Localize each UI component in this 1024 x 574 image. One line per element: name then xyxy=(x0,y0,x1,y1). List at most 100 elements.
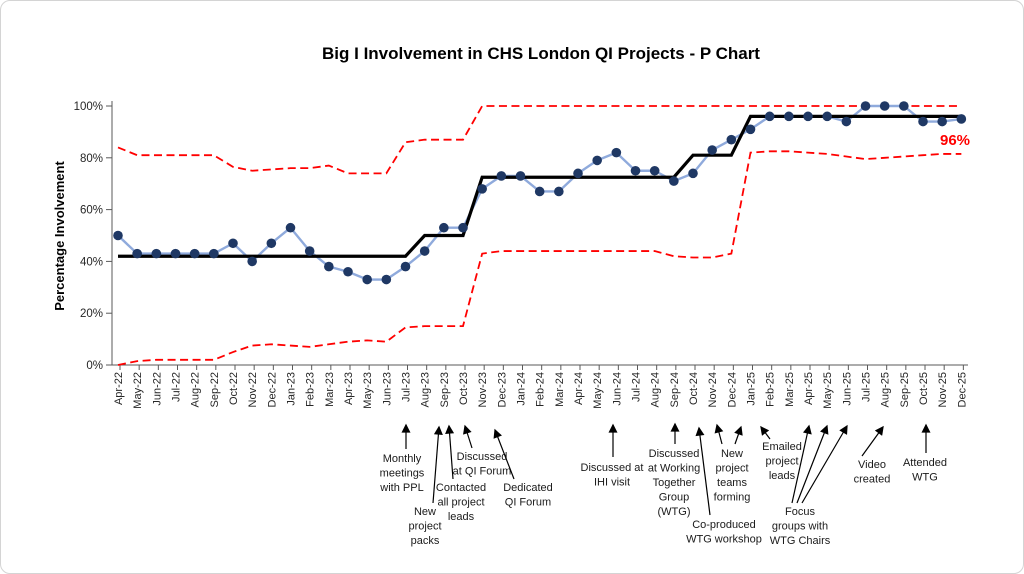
upper-control-limit-line xyxy=(117,105,962,175)
annotation-monthly-meetings-ppl: Monthly meetings with PPL xyxy=(379,423,425,494)
x-tick-label: Apr-25 xyxy=(803,372,815,405)
annotation-text: Discussed at Working Together Group (WTG) xyxy=(648,448,700,518)
data-point xyxy=(879,101,890,111)
data-point xyxy=(381,274,392,285)
data-point xyxy=(132,248,142,259)
x-tick-label: Feb-25 xyxy=(765,372,777,407)
x-tick-label: Jul-23 xyxy=(401,372,413,402)
data-point xyxy=(477,184,487,194)
x-tick-label: Oct-23 xyxy=(458,372,470,405)
annotation-focus-groups-wtg-chairs: Focus groups with WTG Chairs xyxy=(770,424,848,547)
data-point xyxy=(764,111,775,122)
x-tick-label: Sep-22 xyxy=(209,372,221,407)
data-point xyxy=(189,248,200,259)
y-tick-label: 20% xyxy=(80,308,103,320)
x-tick-label: Nov-24 xyxy=(707,372,719,407)
annotation-text: Video created xyxy=(854,459,891,486)
x-tick-label: May-23 xyxy=(362,372,374,409)
data-point xyxy=(937,116,947,127)
x-tick-label: Oct-25 xyxy=(918,372,930,405)
x-tick-label: May-24 xyxy=(592,372,604,409)
axes xyxy=(106,101,968,370)
x-tick-label: May-22 xyxy=(132,372,144,409)
data-point xyxy=(669,176,679,186)
annotation-co-produced-wtg-workshop: Co-produced WTG workshop xyxy=(686,426,762,546)
x-tick-label: Jan-24 xyxy=(516,372,528,406)
x-tick-label: Apr-22 xyxy=(113,372,125,405)
x-tick-label: Aug-23 xyxy=(420,372,432,407)
annotation-discussed-at-ihi-visit: Discussed at IHI visit xyxy=(581,423,643,489)
x-tick-label: Nov-25 xyxy=(937,372,949,407)
annotation-text: Monthly meetings with PPL xyxy=(379,453,425,494)
annotation-attended-wtg: Attended WTG xyxy=(903,423,947,484)
data-point xyxy=(630,165,641,176)
x-tick-label: Mar-25 xyxy=(784,372,796,407)
latest-value-label: 96% xyxy=(940,132,970,149)
data-point xyxy=(247,256,257,267)
annotation-arrow xyxy=(695,426,711,516)
data-point xyxy=(113,230,123,241)
annotation-dedicated-qi-forum: Dedicated QI Forum xyxy=(493,428,553,509)
y-tick-label: 60% xyxy=(80,205,103,217)
x-tick-label: Jun-25 xyxy=(841,372,853,406)
data-point xyxy=(515,171,526,181)
data-point xyxy=(784,111,794,122)
annotation-text: Emailed project leads xyxy=(762,441,802,482)
x-tick-label: Oct-22 xyxy=(228,372,240,405)
annotation-text: Attended WTG xyxy=(903,457,947,484)
annotation-new-project-packs: New project packs xyxy=(408,425,443,547)
data-point xyxy=(324,261,334,272)
data-point xyxy=(496,171,507,181)
data-point xyxy=(170,248,181,259)
annotation-text: Discussed at QI Forum xyxy=(453,451,512,478)
x-tick-label: Nov-22 xyxy=(247,372,259,407)
x-tick-label: Dec-22 xyxy=(266,372,278,407)
y-tick-label: 100% xyxy=(74,101,103,113)
annotation-arrow xyxy=(714,423,724,445)
annotation-text: Co-produced WTG workshop xyxy=(686,519,762,546)
data-point xyxy=(400,261,411,272)
data-point xyxy=(209,248,219,259)
data-point xyxy=(285,222,296,233)
y-axis-labels: 0% 20% 40% 60% 80% 100% xyxy=(74,101,103,372)
x-tick-label: Sep-24 xyxy=(669,372,681,407)
y-tick-label: 0% xyxy=(86,360,103,372)
x-tick-label: Mar-24 xyxy=(554,372,566,407)
annotation-arrow xyxy=(445,424,455,480)
data-point xyxy=(458,222,468,233)
data-point xyxy=(151,248,162,259)
data-point xyxy=(343,266,353,277)
data-point xyxy=(554,186,564,197)
annotation-arrow xyxy=(801,424,848,504)
annotation-arrow xyxy=(796,424,829,504)
data-point xyxy=(688,168,698,179)
lower-control-limit-line xyxy=(117,150,962,366)
x-tick-label: Jul-25 xyxy=(861,372,873,402)
x-tick-label: Mar-23 xyxy=(324,372,336,407)
data-point xyxy=(745,124,756,135)
annotation-arrow xyxy=(861,425,884,457)
annotation-emailed-project-leads: Emailed project leads xyxy=(760,425,802,482)
data-point xyxy=(822,111,832,122)
x-tick-label: Feb-23 xyxy=(305,372,317,407)
annotation-text: New project packs xyxy=(408,506,441,547)
annotation-contacted-all-project-leads: Contacted all project leads xyxy=(436,424,486,523)
data-point xyxy=(841,116,852,127)
annotation-discussed-at-qi-forum: Discussed at QI Forum xyxy=(453,424,512,478)
x-tick-label: Oct-24 xyxy=(688,372,700,405)
y-axis-title: Percentage Involvement xyxy=(52,161,67,311)
annotation-arrow xyxy=(463,424,473,449)
x-tick-label: Jun-22 xyxy=(151,372,163,406)
data-point xyxy=(592,155,602,166)
annotation-arrow xyxy=(493,428,515,480)
x-tick-label: Aug-22 xyxy=(190,372,202,407)
x-tick-label: Feb-24 xyxy=(535,372,547,407)
x-tick-label: Aug-24 xyxy=(650,372,662,407)
data-point xyxy=(899,101,909,111)
x-tick-label: Apr-23 xyxy=(343,372,355,405)
x-tick-label: Jan-25 xyxy=(746,372,758,406)
data-point xyxy=(266,238,277,249)
annotation-arrow xyxy=(760,425,771,440)
data-point xyxy=(362,274,372,285)
